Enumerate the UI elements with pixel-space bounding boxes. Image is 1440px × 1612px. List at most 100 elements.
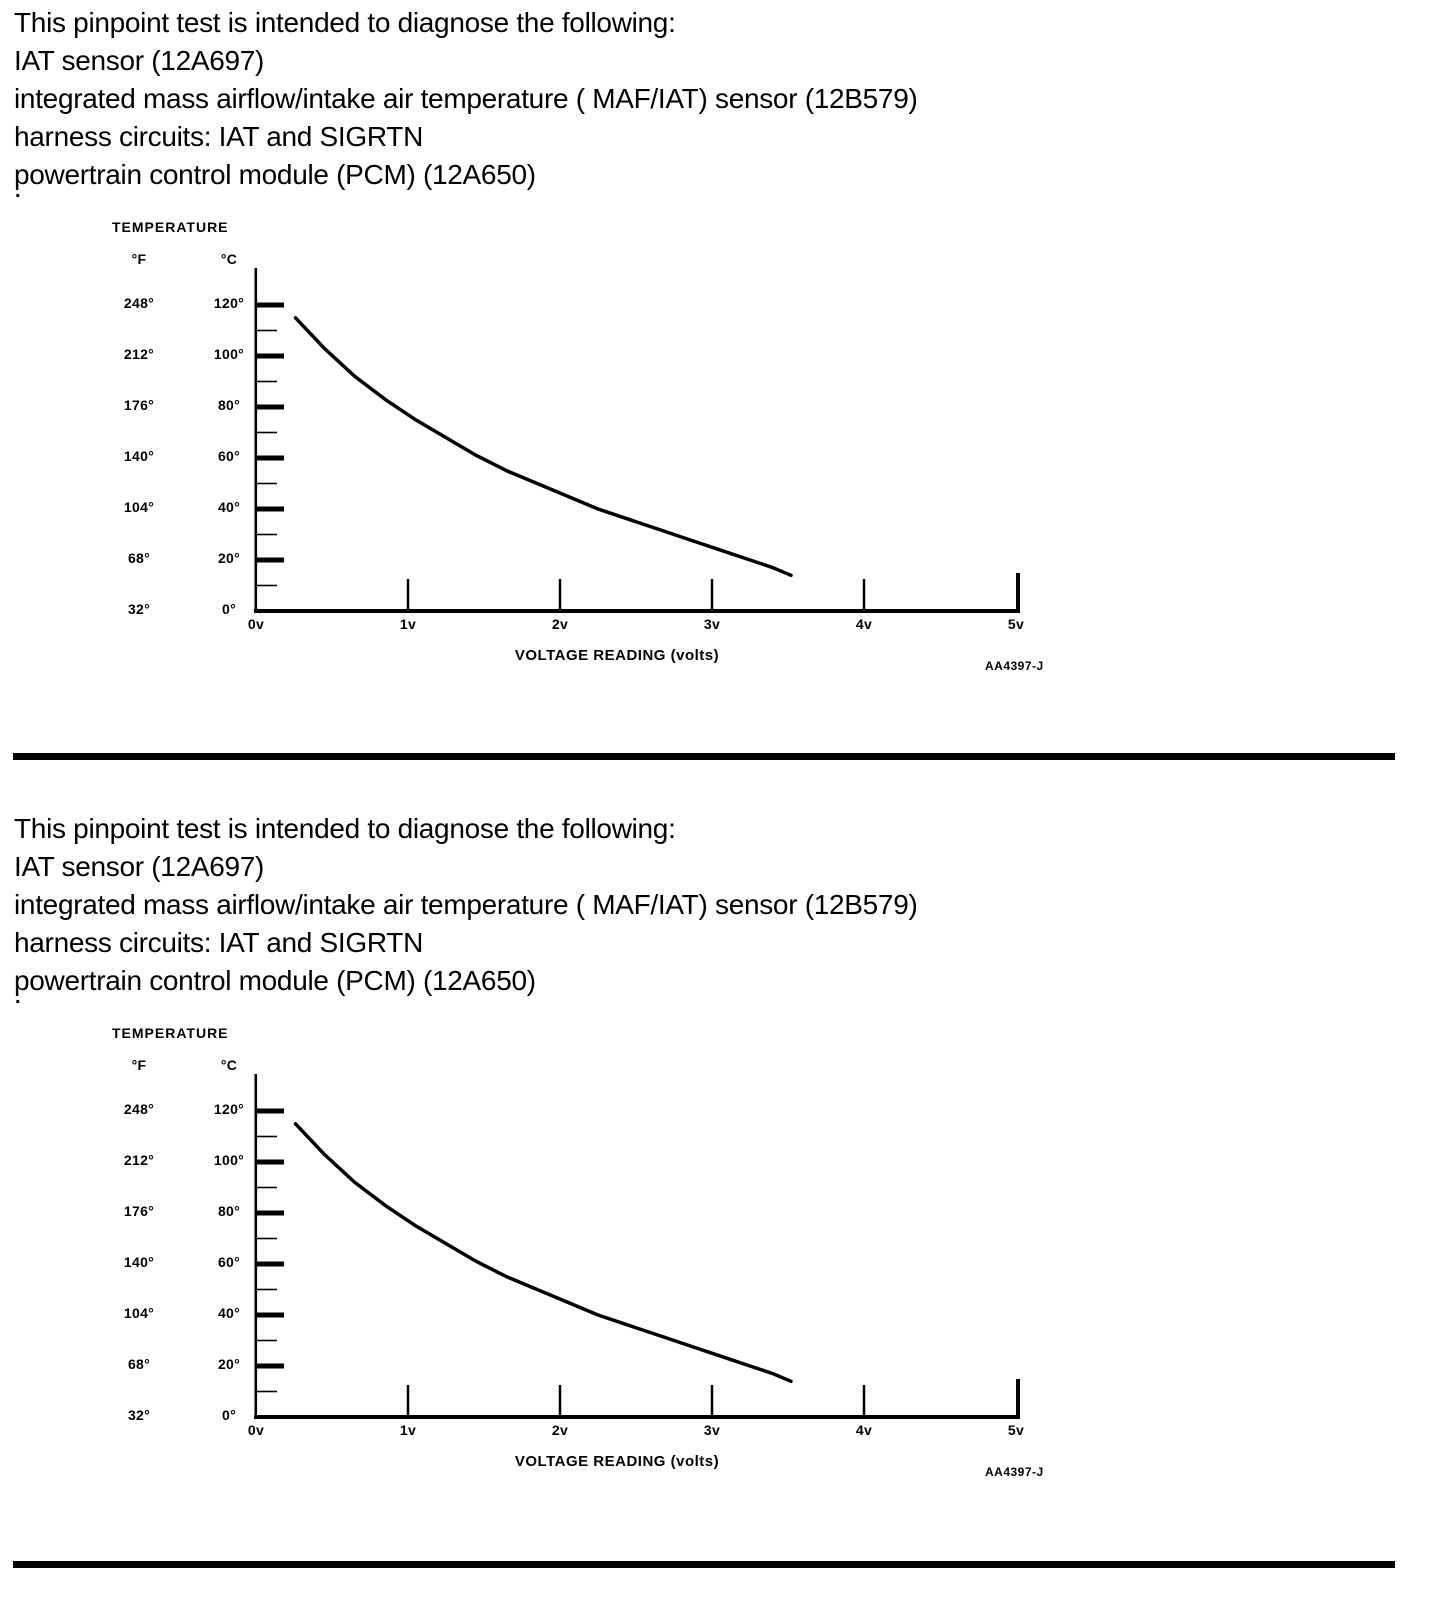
y-minor-tick: [256, 329, 277, 332]
intro-text: This pinpoint test is intended to diagno…: [14, 4, 918, 194]
y-tick-label-celsius: 100°: [213, 346, 245, 362]
pinpoint-test-section-1: This pinpoint test is intended to diagno…: [14, 4, 1044, 673]
chart-title: TEMPERATURE: [112, 219, 229, 235]
chart-title: TEMPERATURE: [112, 1025, 229, 1041]
section-divider: [13, 753, 1395, 760]
y-axis-line: [254, 268, 258, 613]
x-tick: [710, 1385, 714, 1417]
y-major-tick: [256, 1312, 284, 1318]
y-major-tick: [256, 1108, 284, 1114]
x-axis-end-tick: [1016, 1379, 1020, 1417]
x-axis-title: VOLTAGE READING (volts): [514, 647, 720, 664]
y-tick-label-celsius: 0°: [222, 1407, 236, 1423]
temperature-voltage-curve: [293, 316, 793, 578]
y-minor-tick: [256, 1186, 277, 1189]
y-major-tick: [256, 506, 284, 512]
x-tick-label: 0v: [247, 616, 265, 632]
y-tick-label-fahrenheit: 32°: [127, 601, 151, 617]
intro-line: integrated mass airflow/intake air tempe…: [14, 889, 918, 920]
x-tick-label: 2v: [551, 1422, 569, 1438]
celsius-header: °C: [220, 1057, 238, 1073]
y-minor-tick: [256, 380, 277, 383]
fahrenheit-header: °F: [131, 251, 147, 267]
y-minor-tick: [256, 584, 277, 587]
y-tick-label-celsius: 40°: [217, 499, 241, 515]
y-tick-label-celsius: 80°: [217, 1203, 241, 1219]
y-tick-label-celsius: 120°: [213, 1101, 245, 1117]
y-tick-label-celsius: 80°: [217, 397, 241, 413]
stray-dot: .: [15, 986, 21, 1008]
y-major-tick: [256, 404, 284, 410]
x-tick-label: 5v: [1007, 616, 1025, 632]
intro-line: This pinpoint test is intended to diagno…: [14, 7, 676, 38]
y-major-tick: [256, 1159, 284, 1165]
y-tick-label-fahrenheit: 140°: [123, 448, 155, 464]
fahrenheit-header: °F: [131, 1057, 147, 1073]
intro-line: powertrain control module (PCM) (12A650): [14, 159, 536, 190]
x-tick-label: 0v: [247, 1422, 265, 1438]
x-axis-title: VOLTAGE READING (volts): [514, 1453, 720, 1470]
x-axis-end-tick: [1016, 573, 1020, 611]
stray-dot: .: [15, 180, 21, 202]
x-tick-label: 2v: [551, 616, 569, 632]
intro-line: harness circuits: IAT and SIGRTN: [14, 121, 423, 152]
y-tick-label-celsius: 60°: [217, 1254, 241, 1270]
y-major-tick: [256, 302, 284, 308]
y-tick-label-celsius: 60°: [217, 448, 241, 464]
y-major-tick: [256, 455, 284, 461]
y-minor-tick: [256, 1390, 277, 1393]
pinpoint-test-section-2: This pinpoint test is intended to diagno…: [0, 806, 1440, 1612]
y-tick-label-fahrenheit: 104°: [123, 1305, 155, 1321]
y-tick-label-fahrenheit: 68°: [127, 1356, 151, 1372]
x-tick: [862, 1385, 866, 1417]
x-axis-line: [254, 609, 1020, 613]
y-tick-label-fahrenheit: 248°: [123, 1101, 155, 1117]
y-minor-tick: [256, 533, 277, 536]
y-minor-tick: [256, 482, 277, 485]
y-minor-tick: [256, 1288, 277, 1291]
intro-line: powertrain control module (PCM) (12A650): [14, 965, 536, 996]
x-tick: [406, 1385, 410, 1417]
y-tick-label-celsius: 40°: [217, 1305, 241, 1321]
y-axis-line: [254, 1074, 258, 1419]
y-tick-label-fahrenheit: 176°: [123, 397, 155, 413]
y-tick-label-celsius: 20°: [217, 550, 241, 566]
y-major-tick: [256, 557, 284, 563]
x-tick: [406, 579, 410, 611]
x-tick: [558, 1385, 562, 1417]
x-tick: [558, 579, 562, 611]
iat-voltage-temperature-chart: TEMPERATURE °F °C 248° 120° 212° 100° 176° 80° 14…: [112, 219, 1025, 664]
y-minor-tick: [256, 1339, 277, 1342]
y-minor-tick: [256, 431, 277, 434]
section-divider: [13, 1561, 1395, 1568]
celsius-header: °C: [220, 251, 238, 267]
y-major-tick: [256, 1210, 284, 1216]
x-tick: [862, 579, 866, 611]
figure-code: AA4397-J: [985, 659, 1044, 673]
intro-text: This pinpoint test is intended to diagno…: [14, 810, 918, 1000]
y-tick-label-fahrenheit: 248°: [123, 295, 155, 311]
y-minor-tick: [256, 1237, 277, 1240]
temperature-voltage-curve: [293, 1122, 793, 1384]
intro-line: harness circuits: IAT and SIGRTN: [14, 927, 423, 958]
x-tick-label: 5v: [1007, 1422, 1025, 1438]
x-tick-label: 3v: [703, 616, 721, 632]
y-major-tick: [256, 353, 284, 359]
figure-code: AA4397-J: [985, 1465, 1044, 1479]
y-tick-label-fahrenheit: 32°: [127, 1407, 151, 1423]
y-minor-tick: [256, 1135, 277, 1138]
y-tick-label-fahrenheit: 212°: [123, 346, 155, 362]
y-tick-label-celsius: 100°: [213, 1152, 245, 1168]
y-tick-label-celsius: 0°: [222, 601, 236, 617]
chart-canvas: [254, 268, 1020, 613]
intro-line: This pinpoint test is intended to diagno…: [14, 813, 676, 844]
x-tick-label: 4v: [855, 616, 873, 632]
x-tick: [710, 579, 714, 611]
y-tick-label-celsius: 120°: [213, 295, 245, 311]
intro-line: integrated mass airflow/intake air tempe…: [14, 83, 918, 114]
iat-voltage-temperature-chart: TEMPERATURE °F °C 248° 120° 212° 100° 176° 80° 14…: [0, 806, 1440, 1612]
intro-line: IAT sensor (12A697): [14, 851, 265, 882]
chart-canvas: [254, 1074, 1020, 1419]
x-tick-label: 4v: [855, 1422, 873, 1438]
